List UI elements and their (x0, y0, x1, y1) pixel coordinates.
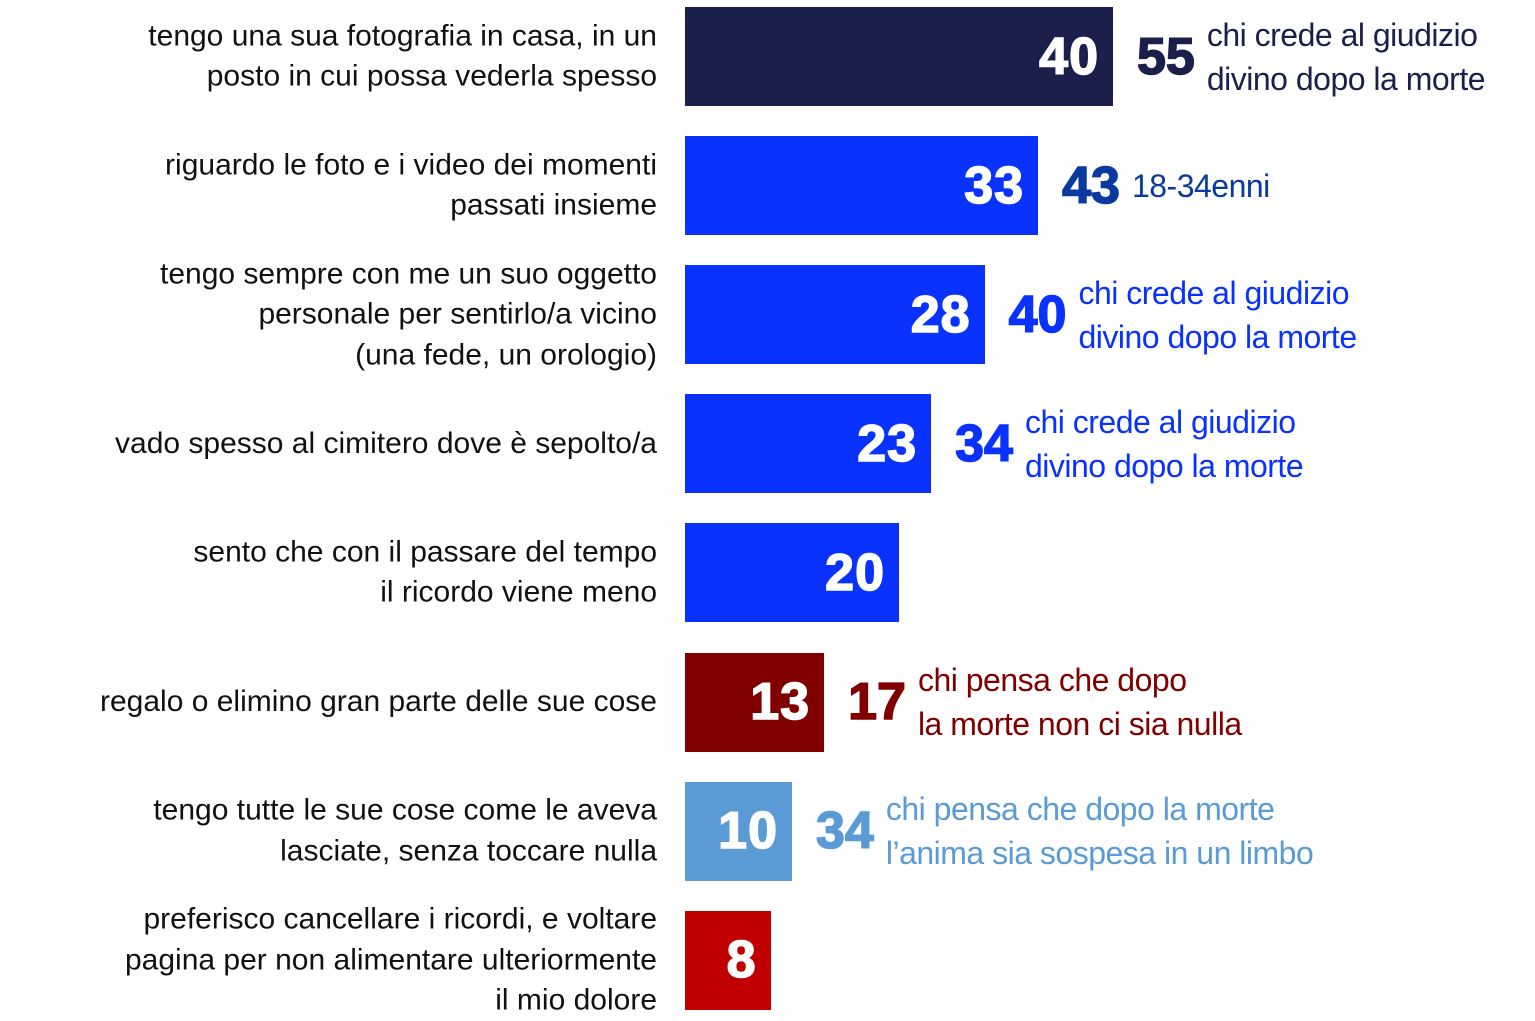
category-label: tengo tutte le sue cose come le aveva la… (153, 793, 657, 868)
value-label: 13 (750, 672, 811, 732)
category-label: preferisco cancellare i ricordi, e volta… (125, 902, 657, 1017)
comparison-value: 55 (1136, 27, 1195, 87)
category-label: regalo o elimino gran parte delle sue co… (99, 684, 657, 718)
comparison: 34 chi pensa che dopo la morte l’anima si… (815, 782, 1314, 881)
comparison: 55 chi crede al giudizio divino dopo la m… (1136, 7, 1486, 106)
bar-row: vado spesso al cimitero dove è sepolto/a… (0, 394, 1535, 494)
comparison-label: 18-34enni (1131, 167, 1270, 204)
category-label: tengo sempre con me un suo oggetto perso… (160, 256, 657, 371)
value-label: 23 (857, 414, 918, 474)
category-label: tengo una sua fotografia in casa, in un … (148, 19, 657, 93)
category-label: sento che con il passare del tempo il ri… (193, 535, 657, 609)
comparison: 34 chi crede al giudizio divino dopo la m… (954, 394, 1304, 493)
bar-row: riguardo le foto e i video dei momenti p… (0, 136, 1535, 236)
bar: 28 (685, 265, 985, 365)
bar: 13 (685, 652, 825, 752)
bar-row: tengo una sua fotografia in casa, in un … (0, 7, 1535, 106)
category-label: riguardo le foto e i video dei momenti p… (165, 148, 657, 222)
value-label: 33 (964, 156, 1025, 216)
comparison-label: chi pensa che dopo la morte l’anima sia … (885, 791, 1314, 872)
value-label: 8 (726, 930, 757, 990)
bar-row: regalo o elimino gran parte delle sue co… (0, 652, 1535, 752)
value-label: 28 (910, 285, 971, 345)
bar: 20 (685, 523, 899, 623)
comparison: 17 chi pensa che dopo la morte non ci sia… (847, 653, 1242, 752)
comparison-value: 43 (1061, 156, 1120, 216)
comparison-label: chi crede al giudizio divino dopo la mor… (1078, 274, 1357, 355)
value-label: 40 (1038, 27, 1099, 87)
bar: 33 (685, 136, 1039, 236)
value-label: 20 (824, 543, 885, 603)
bar-row: tengo tutte le sue cose come le aveva la… (0, 781, 1535, 881)
bar-row: tengo sempre con me un suo oggetto perso… (0, 257, 1535, 371)
bar: 40 (685, 7, 1113, 106)
bar-row: preferisco cancellare i ricordi, e volta… (0, 902, 1535, 1016)
comparison-label: chi pensa che dopo la morte non ci sia n… (917, 662, 1242, 742)
bar-row: sento che con il passare del tempo il ri… (0, 523, 1535, 623)
category-label: vado spesso al cimitero dove è sepolto/a (115, 426, 657, 460)
bar: 8 (685, 910, 771, 1010)
comparison: 43 18-34enni (1061, 136, 1270, 235)
comparison: 40 chi crede al giudizio divino dopo la m… (1008, 265, 1357, 364)
comparison-value: 34 (954, 414, 1013, 474)
bar: 23 (685, 394, 932, 494)
comparison-label: chi crede al giudizio divino dopo la mor… (1024, 403, 1304, 484)
comparison-value: 34 (815, 801, 874, 861)
comparison-value: 17 (847, 672, 906, 732)
comparison-value: 40 (1008, 285, 1067, 345)
value-label: 10 (717, 801, 778, 861)
bar: 10 (685, 781, 792, 881)
comparison-label: chi crede al giudizio divino dopo la mor… (1206, 16, 1486, 97)
